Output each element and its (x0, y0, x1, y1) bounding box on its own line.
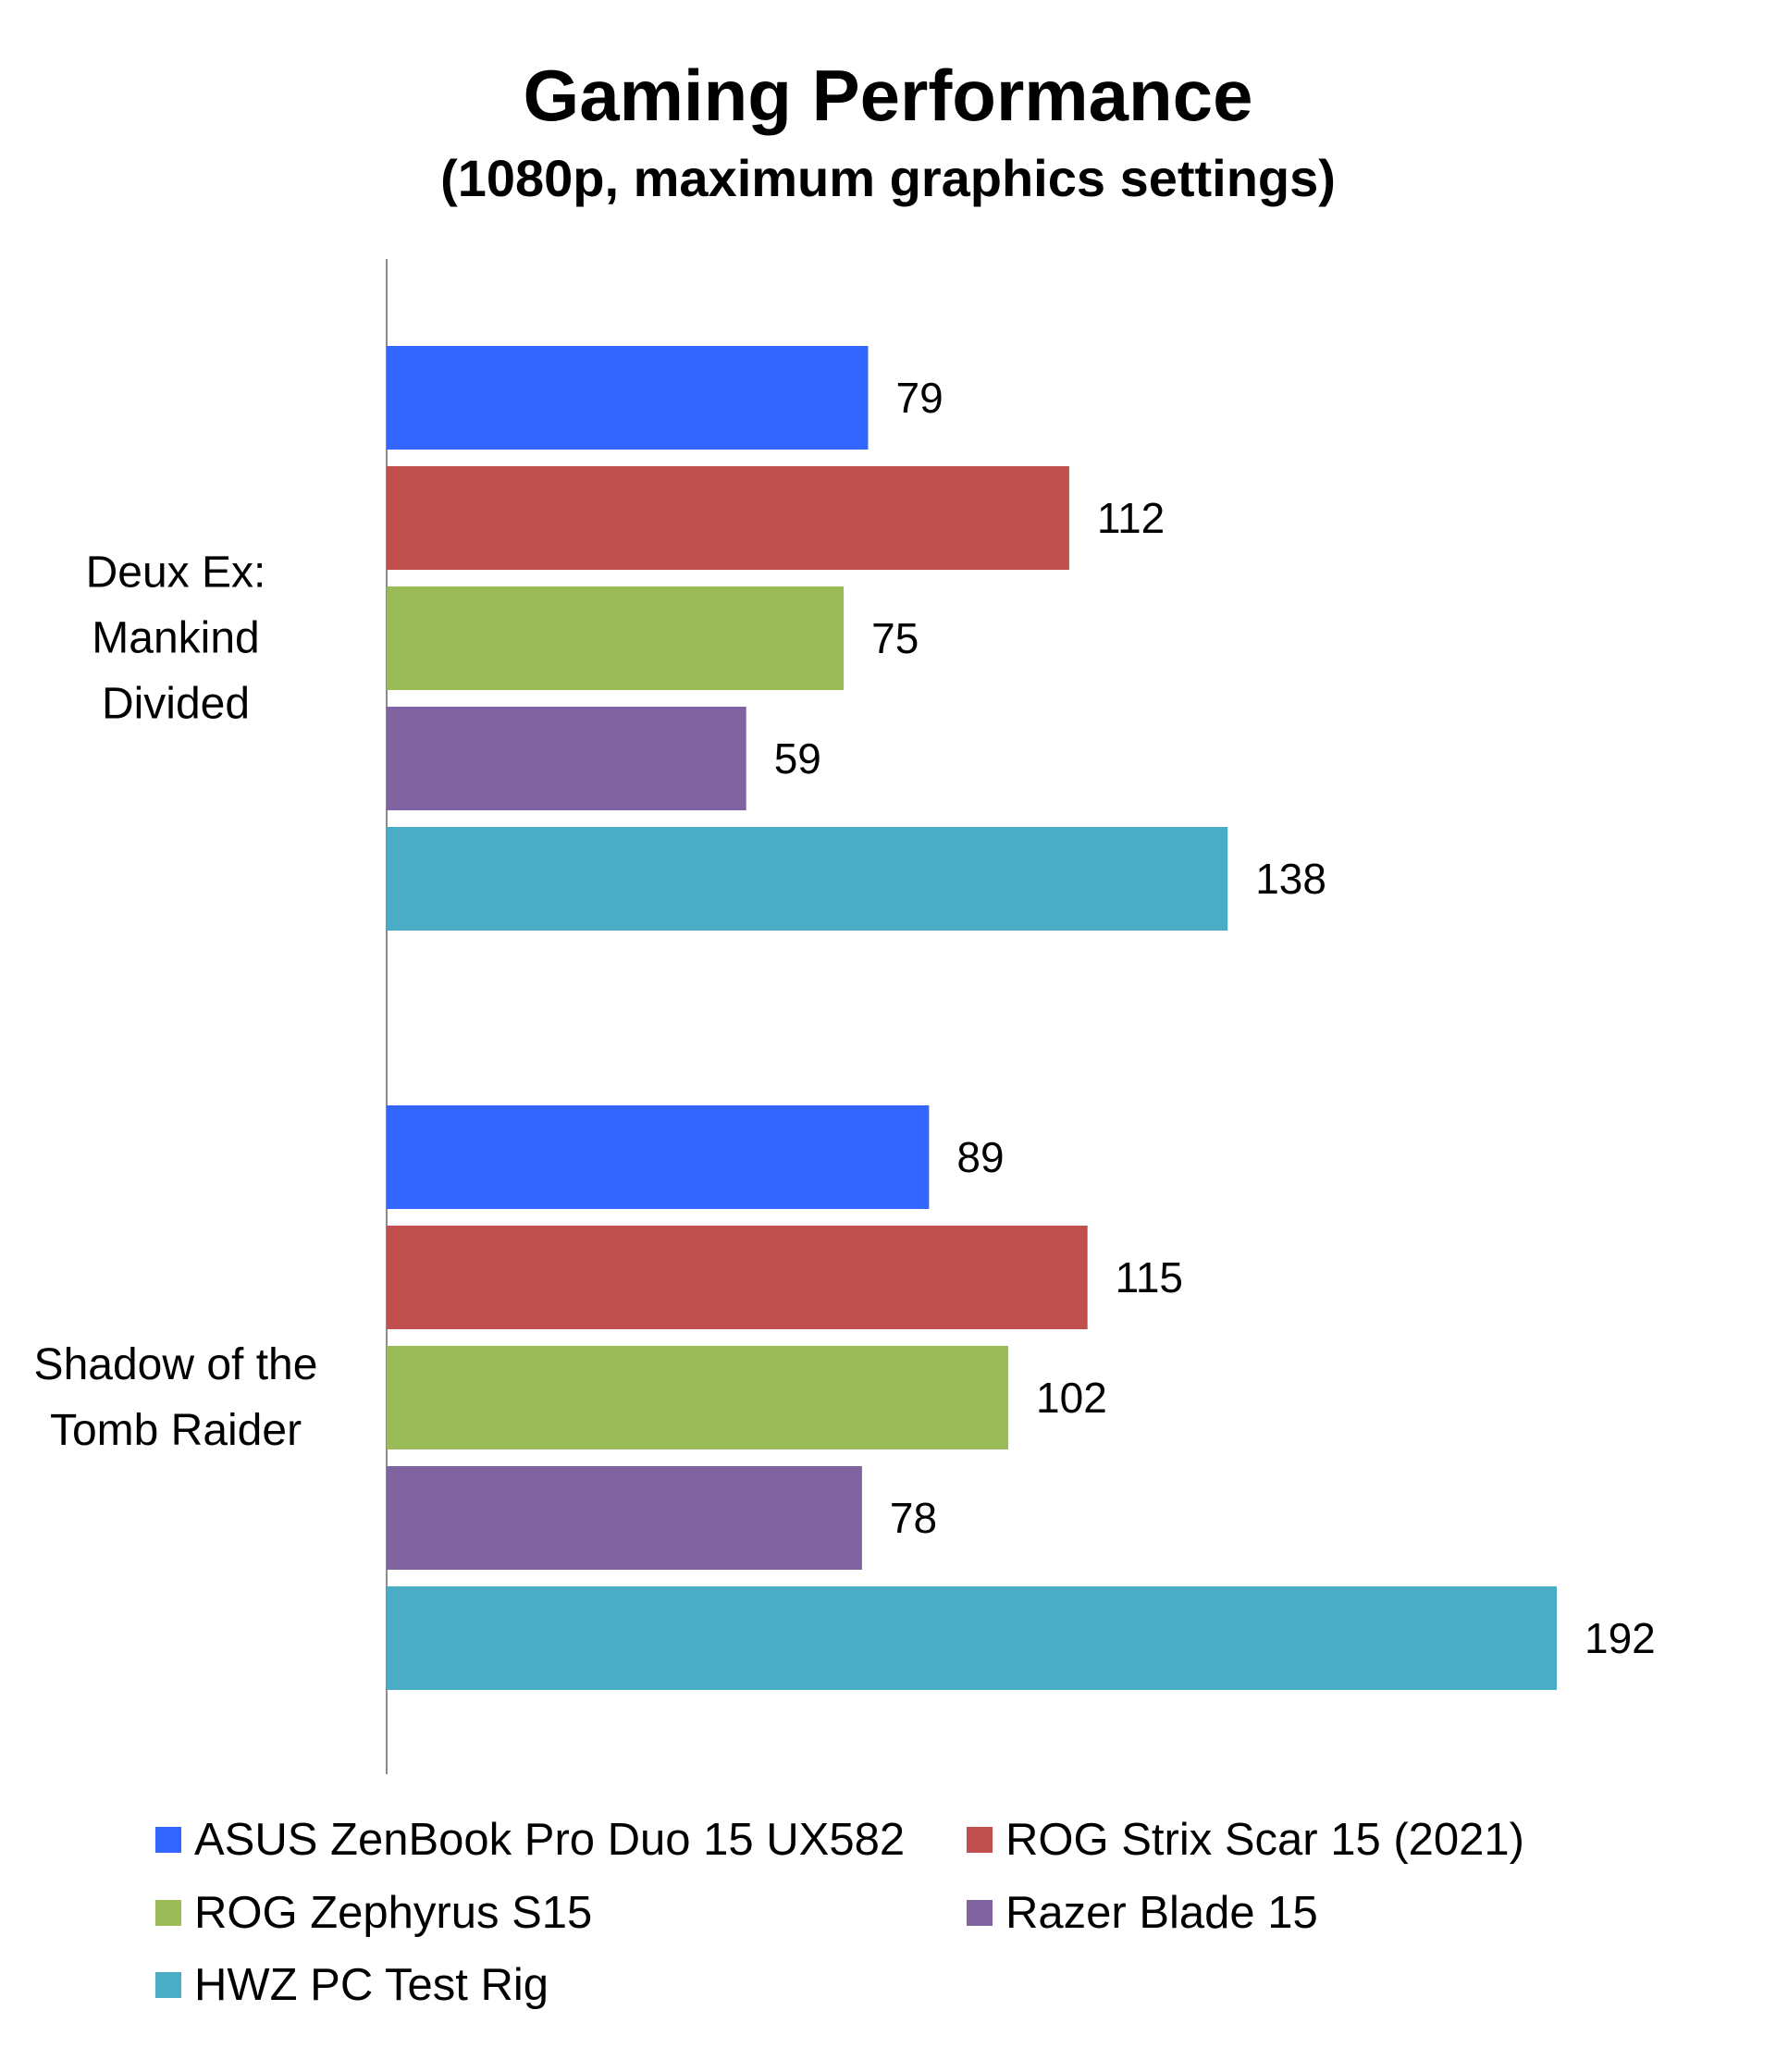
bar (387, 1466, 862, 1570)
category-label-line: Shadow of the (34, 1340, 318, 1389)
legend-label: ROG Zephyrus S15 (194, 1888, 593, 1938)
bar (387, 346, 869, 450)
legend-swatch (155, 1827, 181, 1853)
data-label: 102 (1036, 1374, 1107, 1422)
bar (387, 1105, 930, 1209)
bar (387, 466, 1069, 570)
bar (387, 1226, 1088, 1329)
bar (387, 1586, 1557, 1690)
data-label: 138 (1255, 855, 1326, 903)
category-label-line: Mankind (92, 614, 259, 663)
legend-label: Razer Blade 15 (1005, 1888, 1318, 1938)
legend-swatch (155, 1972, 181, 1998)
legend-item: ROG Zephyrus S15 (155, 1881, 592, 1945)
data-label: 112 (1097, 494, 1165, 542)
data-label: 78 (890, 1494, 937, 1542)
bar (387, 1346, 1009, 1449)
category-label: Shadow of the Tomb Raider (34, 1340, 318, 1455)
legend-label: ROG Strix Scar 15 (2021) (1005, 1815, 1524, 1865)
legend-swatch (155, 1900, 181, 1926)
category-label-line: Tomb Raider (50, 1406, 302, 1455)
legend-item: ROG Strix Scar 15 (2021) (967, 1807, 1524, 1872)
data-label: 115 (1116, 1253, 1183, 1301)
data-label: 192 (1585, 1614, 1656, 1662)
chart-title: Gaming Performance (523, 55, 1253, 136)
data-label: 89 (956, 1133, 1004, 1181)
data-label: 59 (774, 734, 821, 783)
legend-item: Razer Blade 15 (967, 1881, 1318, 1945)
legend-swatch (967, 1900, 993, 1926)
category-label-line: Deux Ex: (86, 549, 266, 598)
data-label: 79 (895, 374, 943, 422)
legend-swatch (967, 1827, 993, 1853)
bar (387, 707, 746, 810)
legend-label: ASUS ZenBook Pro Duo 15 UX582 (194, 1815, 906, 1865)
legend-label: HWZ PC Test Rig (194, 1960, 549, 2010)
chart-subtitle: (1080p, maximum graphics settings) (440, 149, 1336, 207)
legend-item: HWZ PC Test Rig (155, 1953, 549, 2017)
bar (387, 827, 1228, 931)
category-label-line: Divided (102, 680, 250, 729)
bar (387, 586, 845, 690)
legend-item: ASUS ZenBook Pro Duo 15 UX582 (155, 1807, 905, 1872)
data-label: 75 (871, 614, 919, 662)
category-label: Deux Ex: Mankind Divided (86, 549, 266, 729)
